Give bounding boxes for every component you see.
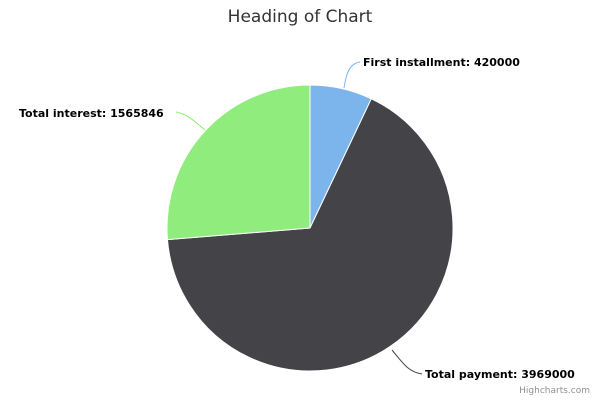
pie-slice-total-interest[interactable] [166,84,311,241]
label-connectors [175,61,423,375]
data-label-total-interest: Total interest: 1565846 [19,107,164,120]
connector-total-interest [175,111,206,131]
credits-link[interactable]: Highcharts.com [519,386,590,396]
data-label-first-installment: First installment: 420000 [363,56,520,69]
pie-slices [166,84,454,372]
connector-first-installment [343,61,361,89]
pie-slice-total-payment[interactable] [166,98,454,372]
chart-title: Heading of Chart [227,7,373,27]
data-labels: First installment: 420000 Total payment: … [19,56,575,381]
data-label-total-payment: Total payment: 3969000 [425,368,575,381]
connector-total-payment [391,349,423,375]
